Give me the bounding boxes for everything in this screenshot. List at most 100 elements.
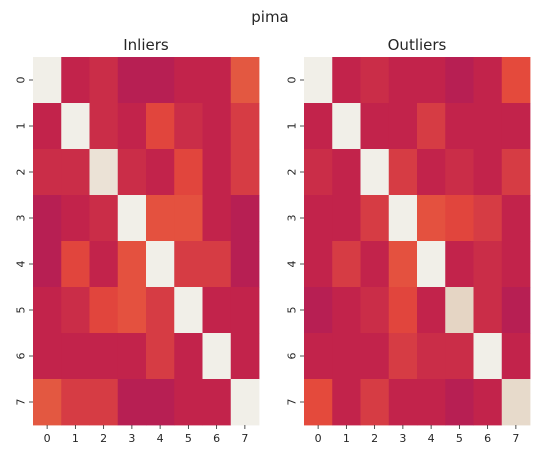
heatmap-cell xyxy=(417,103,446,150)
heatmap-cell xyxy=(146,57,175,104)
heatmap-cell xyxy=(304,379,333,426)
heatmap-cell xyxy=(445,149,474,196)
heatmap-cell xyxy=(117,195,147,242)
x-tick-label: 7 xyxy=(512,432,519,445)
x-tick-label: 2 xyxy=(371,432,378,445)
heatmap-cell xyxy=(388,103,418,150)
heatmap-cell xyxy=(117,287,147,334)
heatmap-cell xyxy=(388,379,418,426)
heatmap-cell xyxy=(388,195,418,242)
heatmap-cell xyxy=(89,195,119,242)
heatmap-cell xyxy=(174,103,203,150)
heatmap-cell xyxy=(89,287,119,334)
heatmap-cell xyxy=(417,57,446,104)
y-tick-label: 7 xyxy=(15,399,28,406)
heatmap-cell xyxy=(202,103,232,150)
heatmap-cell xyxy=(445,333,474,380)
heatmap-cell xyxy=(202,57,232,104)
heatmap-cell xyxy=(445,287,474,334)
heatmap-cell xyxy=(174,195,203,242)
heatmap-cell xyxy=(89,57,119,104)
heatmap-cell xyxy=(33,103,62,150)
heatmap-cell xyxy=(360,195,390,242)
heatmap-cell xyxy=(332,103,361,150)
heatmap-cell xyxy=(117,149,147,196)
heatmap-cell xyxy=(388,333,418,380)
heatmap-outliers: Outliers 0 1 2 3 4 5 6 7 0 1 2 3 4 5 6 7 xyxy=(286,36,531,445)
y-tick-label: 2 xyxy=(15,169,28,176)
x-tick-label: 3 xyxy=(128,432,135,445)
heatmap-cell xyxy=(174,379,203,426)
heatmap-cell xyxy=(117,379,147,426)
heatmap-cell xyxy=(202,149,232,196)
panel-title: Inliers xyxy=(123,36,169,54)
heatmap-cell xyxy=(473,57,503,104)
x-tick-label: 1 xyxy=(72,432,79,445)
heatmap-cell xyxy=(304,195,333,242)
heatmap-cell xyxy=(304,241,333,288)
heatmap-cell xyxy=(146,379,175,426)
heatmap-cell xyxy=(61,149,90,196)
y-tick-label: 2 xyxy=(286,169,299,176)
x-tick-label: 5 xyxy=(185,432,192,445)
heatmap-inliers: Inliers 0 1 2 3 4 5 6 7 0 1 2 3 4 5 6 7 xyxy=(15,36,260,445)
heatmap-cell xyxy=(501,333,531,380)
heatmap-cell xyxy=(501,241,531,288)
heatmap-cell xyxy=(360,103,390,150)
y-tick-label: 6 xyxy=(15,353,28,360)
y-tick-label: 3 xyxy=(286,215,299,222)
figure-title: pima xyxy=(251,8,289,26)
heatmap-cell xyxy=(33,149,62,196)
heatmap-cell xyxy=(501,287,531,334)
heatmap-cell xyxy=(230,149,260,196)
heatmap-cell xyxy=(445,195,474,242)
heatmap-cell xyxy=(473,287,503,334)
heatmap-cell xyxy=(89,333,119,380)
x-tick-label: 5 xyxy=(456,432,463,445)
heatmap-cell xyxy=(202,241,232,288)
heatmap-cell xyxy=(61,103,90,150)
heatmap-cell xyxy=(473,149,503,196)
heatmap-cell xyxy=(174,241,203,288)
y-tick-label: 4 xyxy=(286,261,299,268)
heatmap-cell xyxy=(230,195,260,242)
y-tick-label: 1 xyxy=(15,123,28,130)
heatmap-cell xyxy=(417,149,446,196)
heatmap-cell xyxy=(304,333,333,380)
heatmap-cell xyxy=(61,195,90,242)
heatmap-cell xyxy=(473,379,503,426)
heatmap-cell xyxy=(360,333,390,380)
heatmap-cell xyxy=(388,241,418,288)
x-tick-label: 2 xyxy=(100,432,107,445)
y-tick-label: 5 xyxy=(286,307,299,314)
heatmap-cell xyxy=(501,57,531,104)
heatmap-cell xyxy=(473,241,503,288)
heatmap-cell xyxy=(445,241,474,288)
heatmap-cell xyxy=(33,57,62,104)
heatmap-cell xyxy=(146,149,175,196)
heatmap-cell xyxy=(388,149,418,196)
x-tick-label: 4 xyxy=(157,432,164,445)
heatmap-cell xyxy=(304,57,333,104)
heatmap-cell xyxy=(146,195,175,242)
heatmap-cell xyxy=(33,195,62,242)
heatmap-cell xyxy=(146,241,175,288)
heatmap-cell xyxy=(473,195,503,242)
x-tick-label: 0 xyxy=(315,432,322,445)
heatmap-cell xyxy=(202,333,232,380)
heatmap-cell xyxy=(445,379,474,426)
heatmap-cell xyxy=(117,57,147,104)
heatmap-cell xyxy=(332,287,361,334)
heatmap-cell xyxy=(445,103,474,150)
panel-title: Outliers xyxy=(388,36,447,54)
x-tick-label: 3 xyxy=(399,432,406,445)
heatmap-cell xyxy=(61,57,90,104)
heatmap-cell xyxy=(304,103,333,150)
heatmap-cell xyxy=(117,333,147,380)
heatmap-cell xyxy=(230,333,260,380)
heatmap-cell xyxy=(304,149,333,196)
heatmap-cell xyxy=(230,241,260,288)
heatmap-cell xyxy=(360,149,390,196)
heatmap-cell xyxy=(417,333,446,380)
